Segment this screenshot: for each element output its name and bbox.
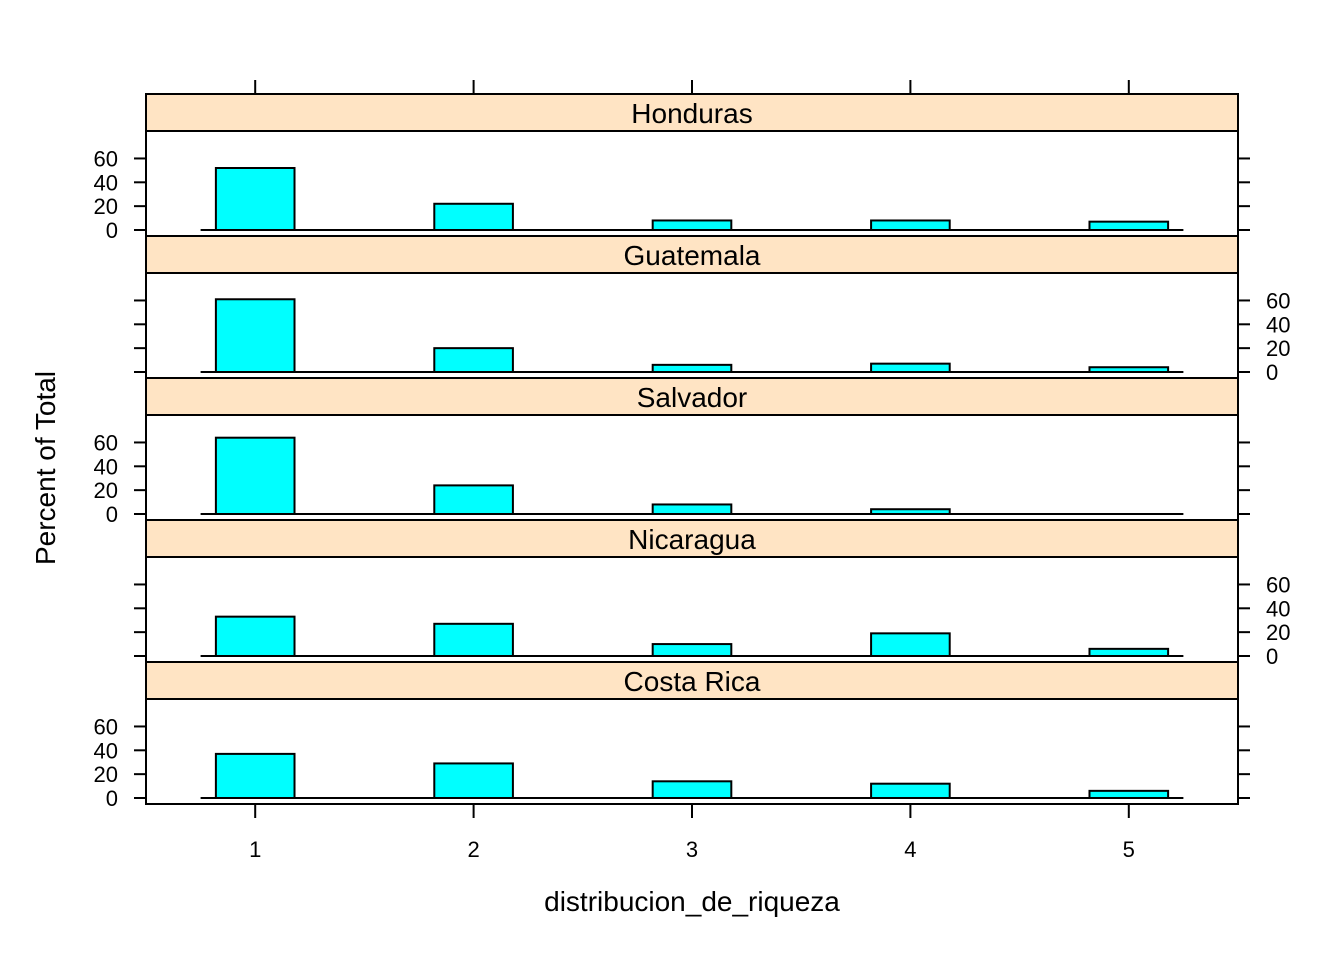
strip-salvador (145, 377, 1239, 416)
strip-label-costa-rica: Costa Rica (624, 666, 761, 697)
y-tick-label-costa-rica-0: 0 (106, 786, 118, 811)
y-tick-label-guatemala-0: 0 (1266, 360, 1278, 385)
x-axis-title: distribucion_de_riqueza (544, 886, 840, 917)
y-tick-label-costa-rica-60: 60 (94, 714, 118, 739)
y-tick-label-nicaragua-0: 0 (1266, 644, 1278, 669)
y-tick-label-honduras-20: 20 (94, 194, 118, 219)
x-tick-label-1: 1 (249, 837, 261, 862)
y-axis-title: Percent of Total (30, 371, 61, 565)
bar-nicaragua-3 (651, 643, 733, 657)
strip-label-honduras: Honduras (631, 98, 752, 129)
bar-salvador-3 (651, 503, 733, 516)
y-tick-label-honduras-40: 40 (94, 170, 118, 195)
y-tick-label-salvador-60: 60 (94, 430, 118, 455)
bar-salvador-4 (870, 508, 951, 516)
x-tick-label-4: 4 (904, 837, 916, 862)
bar-guatemala-2 (433, 347, 514, 373)
bar-salvador-2 (433, 484, 514, 515)
strip-label-nicaragua: Nicaragua (628, 524, 756, 555)
bar-salvador-1 (214, 436, 296, 516)
y-tick-label-salvador-40: 40 (94, 454, 118, 479)
x-tick-label-5: 5 (1123, 837, 1135, 862)
y-tick-label-guatemala-20: 20 (1266, 336, 1290, 361)
y-tick-label-salvador-0: 0 (106, 502, 118, 527)
y-tick-label-guatemala-40: 40 (1266, 312, 1290, 337)
x-axis: 1 2 3 4 5 (249, 80, 1135, 862)
strip-costa-rica (145, 661, 1239, 700)
bar-honduras-4 (870, 219, 951, 231)
bar-costa-rica-3 (651, 780, 733, 799)
y-tick-label-nicaragua-60: 60 (1266, 572, 1290, 597)
x-tick-label-3: 3 (686, 837, 698, 862)
bar-nicaragua-1 (214, 615, 296, 658)
bar-nicaragua-5 (1088, 647, 1170, 657)
y-tick-label-nicaragua-40: 40 (1266, 596, 1290, 621)
bar-honduras-2 (433, 202, 514, 231)
bar-costa-rica-2 (433, 762, 514, 800)
x-tick-label-2: 2 (467, 837, 479, 862)
bar-costa-rica-1 (214, 752, 296, 800)
y-tick-label-costa-rica-40: 40 (94, 738, 118, 763)
strip-label-salvador: Salvador (637, 382, 748, 413)
y-tick-label-guatemala-60: 60 (1266, 288, 1290, 313)
bar-costa-rica-5 (1088, 789, 1170, 799)
strip-honduras (145, 93, 1239, 132)
strip-label-guatemala: Guatemala (624, 240, 761, 271)
bar-honduras-5 (1088, 220, 1170, 231)
y-tick-label-honduras-60: 60 (94, 146, 118, 171)
strip-guatemala (145, 235, 1239, 274)
bar-guatemala-3 (651, 363, 733, 374)
bar-honduras-3 (651, 219, 733, 231)
bar-nicaragua-4 (870, 632, 951, 657)
bar-guatemala-5 (1088, 366, 1170, 374)
bar-nicaragua-2 (433, 622, 514, 657)
y-tick-label-costa-rica-20: 20 (94, 762, 118, 787)
y-tick-label-nicaragua-20: 20 (1266, 620, 1290, 645)
y-tick-label-honduras-0: 0 (106, 218, 118, 243)
panel-frame-guatemala (145, 272, 1239, 379)
bar-costa-rica-4 (870, 782, 951, 800)
bar-honduras-1 (214, 167, 296, 231)
bar-guatemala-1 (214, 298, 296, 373)
panels-group: Honduras0204060Guatemala0204060Salvador0… (94, 93, 1290, 811)
y-tick-label-salvador-20: 20 (94, 478, 118, 503)
bar-guatemala-4 (870, 362, 951, 373)
